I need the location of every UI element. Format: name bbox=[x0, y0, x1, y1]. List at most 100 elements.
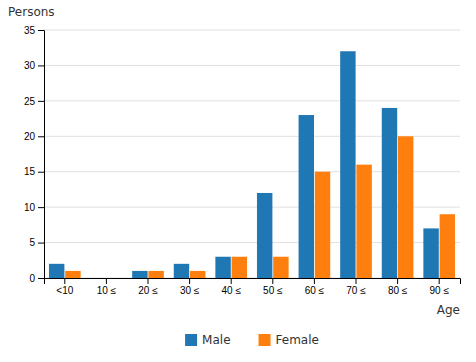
bar bbox=[340, 51, 355, 278]
bars bbox=[49, 51, 455, 278]
tick-mark bbox=[38, 101, 44, 102]
bar bbox=[65, 271, 80, 278]
tick-mark bbox=[231, 278, 232, 284]
bar bbox=[315, 172, 330, 278]
tick-mark bbox=[397, 278, 398, 284]
tick-label: 15 bbox=[24, 166, 36, 177]
y-axis: 0 5 10 15 20 25 30 35 bbox=[24, 25, 45, 284]
tick: 80 ≤ bbox=[388, 278, 408, 296]
tick-mark bbox=[38, 136, 44, 137]
tick-label: 0 bbox=[29, 273, 35, 284]
tick: 30 bbox=[24, 60, 44, 71]
tick: 25 bbox=[24, 96, 44, 107]
bar bbox=[190, 271, 205, 278]
tick-mark bbox=[38, 65, 44, 66]
tick: 5 bbox=[29, 237, 44, 248]
tick-label: 20 ≤ bbox=[138, 285, 158, 296]
tick-mark bbox=[38, 278, 44, 279]
tick-mark bbox=[356, 278, 357, 284]
legend-swatch bbox=[259, 334, 271, 346]
chart: 0 5 10 15 20 25 30 35 <10 10 ≤ 20 ≤ 30 ≤ 40 ≤ 50 ≤ 60 … bbox=[0, 0, 476, 362]
series bbox=[49, 51, 439, 278]
bar bbox=[107, 278, 122, 279]
bar bbox=[423, 228, 438, 278]
tick: 30 ≤ bbox=[180, 278, 200, 296]
tick-mark bbox=[64, 278, 65, 284]
tick-mark bbox=[38, 207, 44, 208]
tick-label: 25 bbox=[24, 96, 36, 107]
bar bbox=[257, 193, 272, 278]
tick-label: 60 ≤ bbox=[305, 285, 325, 296]
tick: 20 bbox=[24, 131, 44, 142]
tick-label: 5 bbox=[29, 237, 35, 248]
tick-label: 80 ≤ bbox=[388, 285, 408, 296]
tick: 70 ≤ bbox=[346, 278, 366, 296]
tick-label: <10 bbox=[56, 285, 73, 296]
legend-swatch bbox=[185, 334, 197, 346]
tick-label: 10 bbox=[24, 202, 36, 213]
grid-line bbox=[44, 171, 460, 172]
tick: 60 ≤ bbox=[305, 278, 325, 296]
tick: 50 ≤ bbox=[263, 278, 283, 296]
bar bbox=[356, 165, 371, 278]
tick-mark bbox=[148, 278, 149, 284]
legend-label: Female bbox=[276, 333, 319, 347]
tick-mark bbox=[272, 278, 273, 284]
bar bbox=[299, 115, 314, 278]
bar bbox=[232, 257, 247, 278]
tick: 90 ≤ bbox=[430, 278, 450, 296]
bar bbox=[273, 257, 288, 278]
bar bbox=[91, 278, 106, 279]
tick-label: 50 ≤ bbox=[263, 285, 283, 296]
grid bbox=[44, 30, 460, 278]
grid-line bbox=[44, 65, 460, 66]
tick-mark bbox=[314, 278, 315, 284]
tick: 20 ≤ bbox=[138, 278, 158, 296]
tick-mark bbox=[38, 243, 44, 244]
bar bbox=[382, 108, 397, 278]
plot-area: 0 5 10 15 20 25 30 35 <10 10 ≤ 20 ≤ 30 ≤ 40 ≤ 50 ≤ 60 … bbox=[24, 25, 461, 317]
tick-label: 40 ≤ bbox=[222, 285, 242, 296]
grid-line bbox=[44, 30, 460, 31]
bar bbox=[132, 271, 147, 278]
tick-mark bbox=[38, 30, 44, 31]
legend: Male Female bbox=[185, 333, 319, 347]
tick: 35 bbox=[24, 25, 44, 36]
y-axis-title: Persons bbox=[8, 5, 55, 19]
tick-mark bbox=[38, 172, 44, 173]
tick-label: 10 ≤ bbox=[97, 285, 117, 296]
bar bbox=[215, 257, 230, 278]
chart-container: 0 5 10 15 20 25 30 35 <10 10 ≤ 20 ≤ 30 ≤ 40 ≤ 50 ≤ 60 … bbox=[0, 0, 476, 362]
tick-mark bbox=[439, 278, 440, 284]
grid-line bbox=[44, 100, 460, 101]
legend-item: Female bbox=[259, 333, 319, 347]
x-axis: <10 10 ≤ 20 ≤ 30 ≤ 40 ≤ 50 ≤ 60 ≤ 70 ≤ 80 ≤ 90 ≤ bbox=[45, 278, 461, 296]
tick-label: 20 bbox=[24, 131, 36, 142]
grid-line bbox=[44, 136, 460, 137]
tick: <10 bbox=[56, 278, 73, 296]
tick: 10 bbox=[24, 202, 44, 213]
axis-line bbox=[45, 279, 461, 285]
bar bbox=[148, 271, 163, 278]
grid-line bbox=[44, 207, 460, 208]
grid-line bbox=[44, 242, 460, 243]
bar bbox=[174, 264, 189, 278]
bar bbox=[440, 214, 455, 278]
tick: 40 ≤ bbox=[222, 278, 242, 296]
legend-label: Male bbox=[202, 333, 230, 347]
tick-mark bbox=[106, 278, 107, 284]
axis-line bbox=[38, 31, 45, 279]
tick: 0 bbox=[29, 273, 44, 284]
tick-label: 35 bbox=[24, 25, 36, 36]
tick-label: 90 ≤ bbox=[430, 285, 450, 296]
bar bbox=[49, 264, 64, 278]
legend-item: Male bbox=[185, 333, 230, 347]
bar bbox=[398, 136, 413, 278]
tick: 15 bbox=[24, 166, 44, 177]
tick-label: 30 ≤ bbox=[180, 285, 200, 296]
tick-label: 70 ≤ bbox=[346, 285, 366, 296]
series bbox=[65, 136, 455, 278]
tick: 10 ≤ bbox=[97, 278, 117, 296]
x-axis-title: Age bbox=[437, 303, 460, 317]
tick-label: 30 bbox=[24, 60, 36, 71]
